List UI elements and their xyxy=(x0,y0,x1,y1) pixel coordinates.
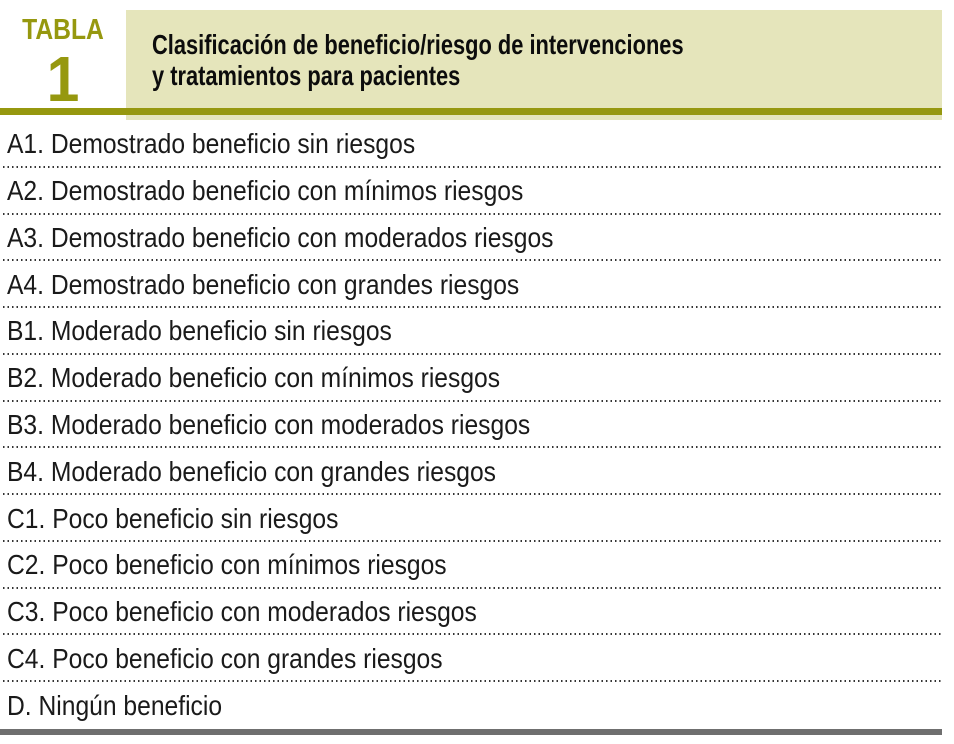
table-kicker: TABLA xyxy=(22,14,104,46)
table-row: B2. Moderado beneficio con mínimos riesg… xyxy=(0,355,942,402)
row-text: C4. Poco beneficio con grandes riesgos xyxy=(7,642,443,674)
table-row: C2. Poco beneficio con mínimos riesgos xyxy=(0,542,942,589)
table-row: A2. Demostrado beneficio con mínimos rie… xyxy=(0,168,942,215)
table-number: 1 xyxy=(46,43,80,115)
table-row: A4. Demostrado beneficio con grandes rie… xyxy=(0,261,942,308)
row-text: C2. Poco beneficio con mínimos riesgos xyxy=(7,549,447,581)
row-text: C1. Poco beneficio sin riesgos xyxy=(7,502,339,534)
bottom-rule xyxy=(0,729,942,735)
table-row: B3. Moderado beneficio con moderados rie… xyxy=(0,402,942,449)
row-text: B3. Moderado beneficio con moderados rie… xyxy=(7,408,531,440)
classification-rows-list: A1. Demostrado beneficio sin riesgos A2.… xyxy=(0,121,942,729)
table-row: B4. Moderado beneficio con grandes riesg… xyxy=(0,448,942,495)
row-text: B2. Moderado beneficio con mínimos riesg… xyxy=(7,362,501,394)
row-text: B1. Moderado beneficio sin riesgos xyxy=(7,315,392,347)
table-row: A1. Demostrado beneficio sin riesgos xyxy=(0,121,942,168)
table-row: C1. Poco beneficio sin riesgos xyxy=(0,495,942,542)
table-row: B1. Moderado beneficio sin riesgos xyxy=(0,308,942,355)
title-line-2: y tratamientos para pacientes xyxy=(152,60,461,91)
table-row: C3. Poco beneficio con moderados riesgos xyxy=(0,589,942,636)
table-title: Clasificación de beneficio/riesgo de int… xyxy=(152,29,938,91)
title-line-1: Clasificación de beneficio/riesgo de int… xyxy=(152,29,684,60)
row-text: B4. Moderado beneficio con grandes riesg… xyxy=(7,455,497,487)
table-row: A3. Demostrado beneficio con moderados r… xyxy=(0,215,942,262)
header-band xyxy=(126,10,942,120)
row-text: A4. Demostrado beneficio con grandes rie… xyxy=(7,268,520,300)
row-text: C3. Poco beneficio con moderados riesgos xyxy=(7,596,477,628)
row-text: A1. Demostrado beneficio sin riesgos xyxy=(7,128,416,160)
table-row: C4. Poco beneficio con grandes riesgos xyxy=(0,635,942,682)
row-text: A2. Demostrado beneficio con mínimos rie… xyxy=(7,175,524,207)
row-text: A3. Demostrado beneficio con moderados r… xyxy=(7,221,554,253)
table-row: D. Ningún beneficio xyxy=(0,682,942,729)
table-corner-label: TABLA 1 xyxy=(0,14,126,115)
row-text: D. Ningún beneficio xyxy=(7,689,223,721)
olive-rule-divider xyxy=(0,108,942,115)
